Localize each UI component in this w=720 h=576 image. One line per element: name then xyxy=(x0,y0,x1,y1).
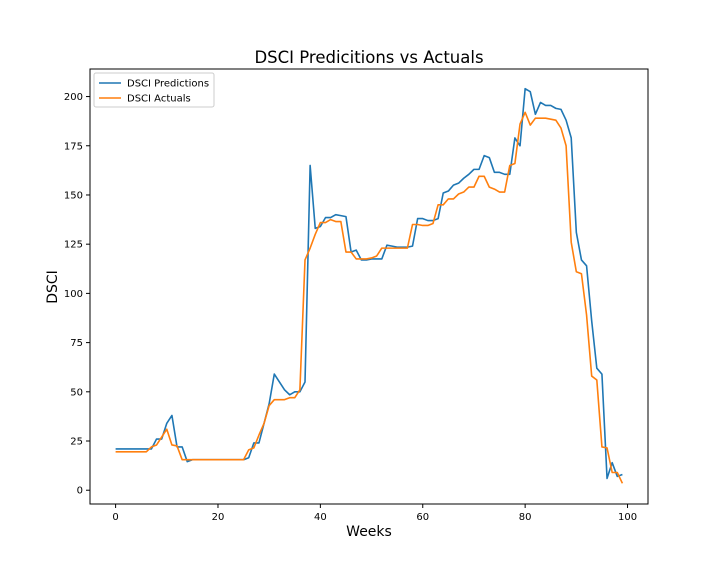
plot-frame xyxy=(89,68,649,505)
x-tick-label: 60 xyxy=(416,512,429,523)
y-tick-label: 150 xyxy=(64,190,83,201)
x-axis-label: Weeks xyxy=(346,524,392,540)
x-tick-label: 100 xyxy=(618,512,637,523)
y-axis-label: DSCI xyxy=(45,270,61,304)
y-tick-label: 125 xyxy=(64,240,83,251)
x-tick-label: 40 xyxy=(314,512,327,523)
x-axis: 0 20 40 60 80 100 xyxy=(112,504,637,523)
x-tick-label: 80 xyxy=(519,512,532,523)
plot-area xyxy=(89,68,649,505)
y-tick-label: 200 xyxy=(64,92,83,103)
y-tick-label: 175 xyxy=(64,141,83,152)
y-tick-label: 100 xyxy=(64,289,83,300)
y-tick-label: 25 xyxy=(70,437,83,448)
legend: DSCI Predictions DSCI Actuals xyxy=(93,72,215,108)
x-tick-label: 0 xyxy=(112,512,118,523)
y-axis: 0 25 50 75 100 125 150 175 200 xyxy=(64,92,90,497)
y-tick-label: 75 xyxy=(70,338,83,349)
series-layer xyxy=(115,87,624,484)
y-tick-label: 0 xyxy=(77,486,83,497)
series-line-actuals xyxy=(115,111,624,484)
y-tick-label: 50 xyxy=(70,387,83,398)
legend-label-actuals: DSCI Actuals xyxy=(127,94,191,105)
legend-label-predictions: DSCI Predictions xyxy=(127,79,209,90)
x-tick-label: 20 xyxy=(212,512,225,523)
legend-box xyxy=(93,72,215,108)
chart-title: DSCI Predicitions vs Actuals xyxy=(254,48,483,67)
